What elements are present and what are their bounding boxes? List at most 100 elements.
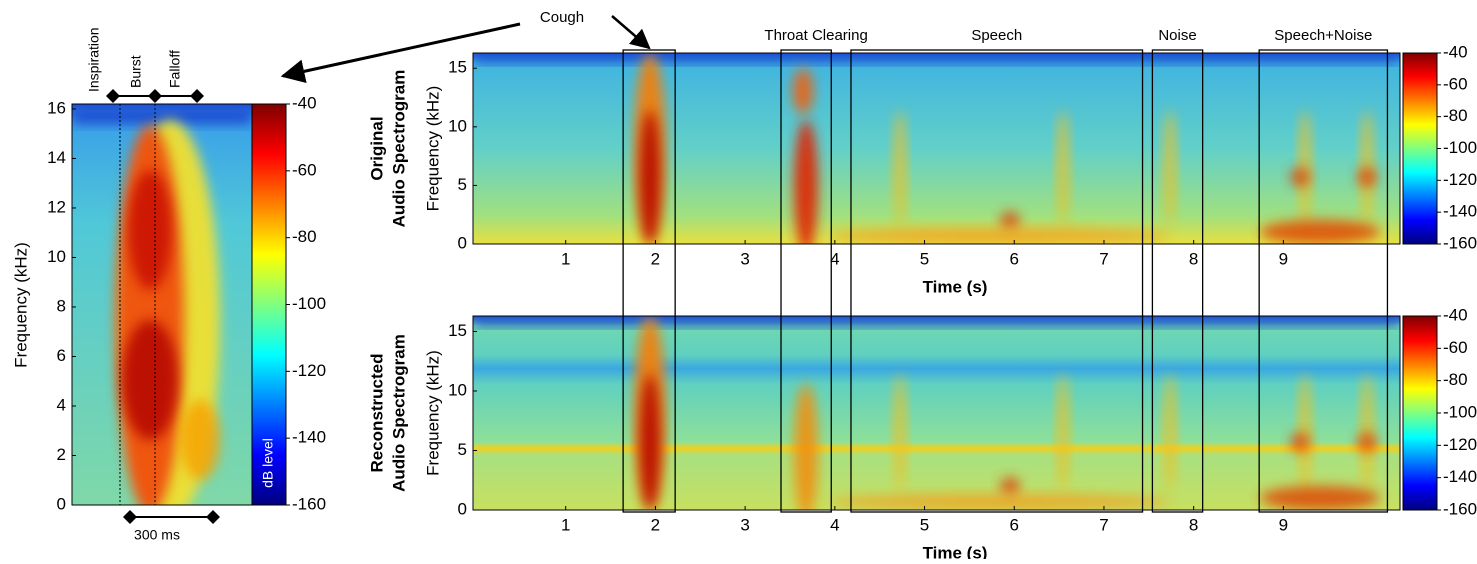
x-tick-label: 7 — [1099, 515, 1108, 534]
colorbar-tick-label: -140 — [1443, 467, 1477, 486]
colorbar-tick-label: -80 — [1443, 370, 1468, 389]
spectrogram-texture — [640, 374, 660, 510]
x-tick-label: 4 — [830, 515, 839, 534]
y-axis-label: Frequency (kHz) — [11, 242, 30, 368]
spectrogram-image — [72, 104, 252, 505]
spectrogram — [473, 316, 1400, 510]
colorbar-tick-label: -160 — [292, 494, 326, 513]
spectrogram-texture — [793, 68, 813, 115]
row-label: Original — [367, 116, 386, 180]
y-tick-label: 5 — [458, 440, 467, 459]
spectrogram-image — [473, 316, 1400, 510]
x-tick-label: 5 — [920, 249, 929, 268]
spectrogram — [473, 53, 1400, 244]
y-tick-label: 0 — [57, 494, 66, 513]
colorbar — [1402, 52, 1438, 245]
phase-label: Inspiration — [86, 27, 102, 92]
spectrogram-texture — [1299, 110, 1311, 225]
x-tick-label: 3 — [740, 249, 749, 268]
y-tick-label: 10 — [47, 247, 66, 266]
y-tick-label: 10 — [448, 380, 467, 399]
spectrogram — [72, 104, 252, 505]
colorbar-tick-label: -160 — [1443, 499, 1477, 518]
event-box — [1258, 49, 1389, 513]
event-label: Cough — [540, 9, 584, 26]
y-axis-label: Frequency (kHz) — [423, 350, 442, 476]
spectrogram-texture — [640, 110, 660, 244]
x-tick-label: 1 — [561, 249, 570, 268]
x-tick-label: 6 — [1010, 515, 1019, 534]
x-tick-label: 4 — [830, 249, 839, 268]
y-axis-label: Frequency (kHz) — [423, 86, 442, 212]
colorbar-tick-label: -120 — [1443, 435, 1477, 454]
event-label: Speech — [971, 27, 1022, 44]
spectrogram-texture — [794, 119, 818, 244]
y-tick-label: 2 — [57, 445, 66, 464]
spectrogram-texture — [1057, 110, 1069, 225]
plot-frame — [472, 315, 1401, 511]
colorbar-tick-label: -60 — [1443, 338, 1468, 357]
spectrogram-texture — [1357, 167, 1377, 188]
spectrogram-texture — [1164, 110, 1176, 225]
y-tick-label: 12 — [47, 197, 66, 216]
pointer-arrow — [280, 22, 521, 84]
x-tick-label: 3 — [740, 515, 749, 534]
y-tick-label: 4 — [57, 395, 66, 414]
scale-label: 300 ms — [134, 527, 180, 543]
spectrogram-texture — [1290, 167, 1310, 188]
y-tick-label: 14 — [47, 148, 66, 167]
spectrogram-texture — [1260, 220, 1380, 244]
colorbar-tick-label: -40 — [1443, 305, 1468, 324]
colorbar-tick-label: -140 — [292, 428, 326, 447]
colorbar-tick-label: -100 — [1443, 402, 1477, 421]
colorbar-tick-label: -80 — [292, 227, 317, 246]
spectrogram-top — [473, 55, 1400, 63]
y-tick-label: 15 — [448, 58, 467, 77]
event-box — [780, 49, 832, 513]
event-label: Throat Clearing — [764, 27, 867, 44]
y-tick-label: 10 — [448, 116, 467, 135]
spectrogram-texture — [1290, 432, 1310, 453]
colorbar-tick-label: -120 — [292, 361, 326, 380]
spectrogram-texture — [830, 228, 1170, 244]
spectrogram-bg — [473, 53, 1400, 244]
pointer-arrow — [611, 15, 651, 50]
phase-label: Burst — [128, 55, 144, 88]
y-tick-label: 5 — [458, 175, 467, 194]
colorbar-tick-label: -60 — [1443, 74, 1468, 93]
colorbar-tick-label: -100 — [1443, 138, 1477, 157]
colorbar — [1402, 315, 1438, 511]
x-tick-label: 7 — [1099, 249, 1108, 268]
y-tick-label: 16 — [47, 98, 66, 117]
spectrogram-texture — [1057, 374, 1069, 491]
x-tick-label: 8 — [1189, 249, 1198, 268]
x-tick-label: 2 — [651, 515, 660, 534]
colorbar-tick-label: -120 — [1443, 170, 1477, 189]
row-label: Reconstructed — [367, 353, 386, 472]
x-tick-label: 9 — [1279, 515, 1288, 534]
plot-frame — [472, 52, 1401, 245]
event-box — [622, 49, 676, 513]
spectrogram-texture — [794, 383, 818, 510]
x-tick-label: 1 — [561, 515, 570, 534]
spectrogram-texture — [894, 374, 906, 491]
spectrogram-texture — [1000, 211, 1020, 232]
x-tick-label: 8 — [1189, 515, 1198, 534]
row-label: Audio Spectrogram — [389, 334, 408, 492]
spectrogram-top — [72, 110, 252, 124]
colorbar-tick-label: -40 — [292, 93, 317, 112]
spectrogram-texture — [1299, 374, 1311, 491]
spectrogram-texture — [830, 494, 1170, 510]
colorbar-tick-label: -60 — [292, 160, 317, 179]
spectrogram-texture — [122, 320, 178, 440]
event-box — [1151, 49, 1204, 513]
spectrogram-texture — [128, 170, 172, 290]
spectrogram-texture — [1164, 374, 1176, 491]
spectrogram-texture — [180, 400, 220, 480]
x-axis-label: Time (s) — [923, 543, 988, 559]
x-tick-label: 9 — [1279, 249, 1288, 268]
phase-label: Falloff — [167, 50, 183, 88]
colorbar-label: dB level — [260, 438, 276, 488]
y-tick-label: 0 — [458, 499, 467, 518]
